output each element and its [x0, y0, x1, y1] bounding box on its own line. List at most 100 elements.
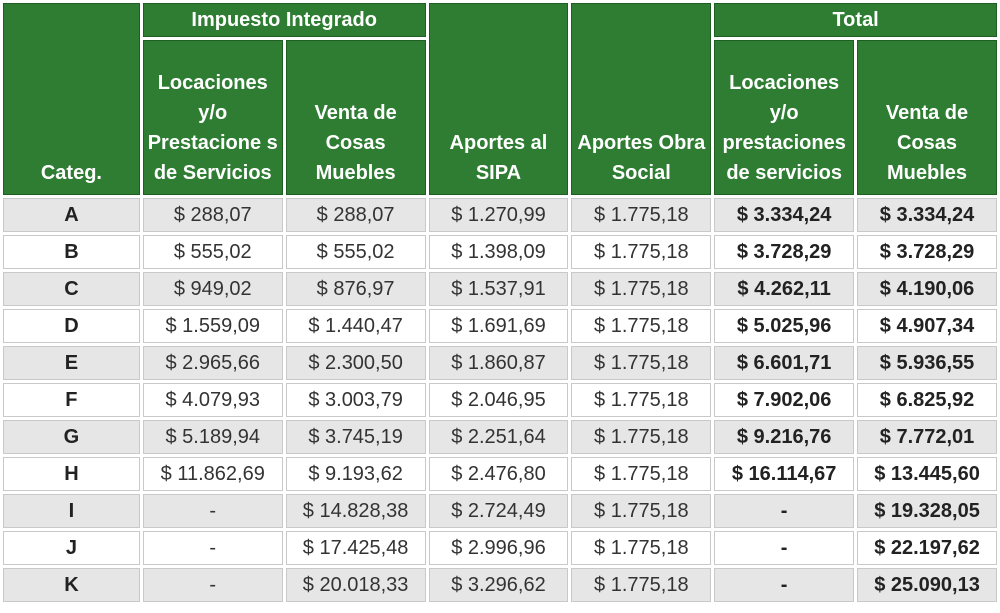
cell-total-locaciones: $ 5.025,96: [714, 309, 855, 343]
cell-total-venta: $ 5.936,55: [857, 346, 997, 380]
cell-aportes-obra-social: $ 1.775,18: [571, 494, 712, 528]
cell-categ: F: [3, 383, 140, 417]
cell-total-venta: $ 3.728,29: [857, 235, 997, 269]
cell-categ: J: [3, 531, 140, 565]
cell-impuesto-locaciones: $ 949,02: [142, 272, 283, 306]
cell-impuesto-venta: $ 3.003,79: [285, 383, 426, 417]
table-body: A $ 288,07 $ 288,07 $ 1.270,99 $ 1.775,18 $ 3…: [3, 198, 997, 602]
cell-aportes-obra-social: $ 1.775,18: [571, 235, 712, 269]
cell-impuesto-locaciones: $ 288,07: [142, 198, 283, 232]
cell-aportes-obra-social: $ 1.775,18: [571, 568, 712, 602]
table-row: B $ 555,02 $ 555,02 $ 1.398,09 $ 1.775,18 $ 3…: [3, 235, 997, 269]
cell-impuesto-venta: $ 2.300,50: [285, 346, 426, 380]
table-row: D $ 1.559,09 $ 1.440,47 $ 1.691,69 $ 1.775,1…: [3, 309, 997, 343]
cell-categ: E: [3, 346, 140, 380]
cell-impuesto-locaciones: $ 4.079,93: [142, 383, 283, 417]
cell-total-venta: $ 25.090,13: [857, 568, 997, 602]
cell-aportes-obra-social: $ 1.775,18: [571, 420, 712, 454]
cell-categ: H: [3, 457, 140, 491]
table-row: F $ 4.079,93 $ 3.003,79 $ 2.046,95 $ 1.775,1…: [3, 383, 997, 417]
cell-impuesto-venta: $ 9.193,62: [285, 457, 426, 491]
cell-total-locaciones: $ 16.114,67: [714, 457, 855, 491]
cell-aportes-sipa: $ 2.251,64: [428, 420, 569, 454]
cell-categ: B: [3, 235, 140, 269]
table-row: E $ 2.965,66 $ 2.300,50 $ 1.860,87 $ 1.775,1…: [3, 346, 997, 380]
cell-aportes-sipa: $ 1.398,09: [428, 235, 569, 269]
table-row: H $ 11.862,69 $ 9.193,62 $ 2.476,80 $ 1.775,…: [3, 457, 997, 491]
table-row: G $ 5.189,94 $ 3.745,19 $ 2.251,64 $ 1.775,1…: [3, 420, 997, 454]
cell-categ: D: [3, 309, 140, 343]
cell-total-venta: $ 22.197,62: [857, 531, 997, 565]
cell-aportes-obra-social: $ 1.775,18: [571, 531, 712, 565]
header-row-sub: Locaciones y/o Prestacione s de Servicio…: [3, 40, 997, 195]
header-impuesto-venta: Venta de Cosas Muebles: [285, 40, 426, 195]
cell-impuesto-locaciones: $ 555,02: [142, 235, 283, 269]
cell-categ: A: [3, 198, 140, 232]
cell-aportes-sipa: $ 1.270,99: [428, 198, 569, 232]
header-aportes-sipa: Aportes al SIPA: [428, 3, 569, 195]
cell-total-locaciones: $ 9.216,76: [714, 420, 855, 454]
cell-aportes-obra-social: $ 1.775,18: [571, 346, 712, 380]
cell-aportes-sipa: $ 3.296,62: [428, 568, 569, 602]
table-row: A $ 288,07 $ 288,07 $ 1.270,99 $ 1.775,18 $ 3…: [3, 198, 997, 232]
header-impuesto-integrado: Impuesto Integrado: [142, 3, 426, 37]
cell-impuesto-venta: $ 876,97: [285, 272, 426, 306]
cell-aportes-obra-social: $ 1.775,18: [571, 457, 712, 491]
cell-impuesto-venta: $ 555,02: [285, 235, 426, 269]
cell-impuesto-locaciones: -: [142, 568, 283, 602]
cell-total-venta: $ 6.825,92: [857, 383, 997, 417]
cell-categ: G: [3, 420, 140, 454]
table-header: Categ. Impuesto Integrado Aportes al SIP…: [3, 3, 997, 195]
header-categ: Categ.: [3, 3, 140, 195]
cell-impuesto-venta: $ 20.018,33: [285, 568, 426, 602]
cell-categ: C: [3, 272, 140, 306]
cell-aportes-sipa: $ 1.691,69: [428, 309, 569, 343]
header-total-venta: Venta de Cosas Muebles: [857, 40, 997, 195]
cell-impuesto-venta: $ 17.425,48: [285, 531, 426, 565]
cell-total-locaciones: -: [714, 531, 855, 565]
table-row: J - $ 17.425,48 $ 2.996,96 $ 1.775,18- $ 22.1…: [3, 531, 997, 565]
cell-total-locaciones: $ 4.262,11: [714, 272, 855, 306]
cell-total-locaciones: -: [714, 568, 855, 602]
cell-impuesto-venta: $ 1.440,47: [285, 309, 426, 343]
cell-total-locaciones: $ 3.334,24: [714, 198, 855, 232]
cell-impuesto-venta: $ 3.745,19: [285, 420, 426, 454]
cell-total-locaciones: $ 3.728,29: [714, 235, 855, 269]
cell-impuesto-locaciones: -: [142, 494, 283, 528]
cell-aportes-obra-social: $ 1.775,18: [571, 309, 712, 343]
table-row: K - $ 20.018,33 $ 3.296,62 $ 1.775,18- $ 25.0…: [3, 568, 997, 602]
cell-aportes-sipa: $ 2.724,49: [428, 494, 569, 528]
cell-total-locaciones: $ 7.902,06: [714, 383, 855, 417]
header-impuesto-locaciones: Locaciones y/o Prestacione s de Servicio…: [142, 40, 283, 195]
cell-impuesto-locaciones: $ 5.189,94: [142, 420, 283, 454]
cell-total-venta: $ 3.334,24: [857, 198, 997, 232]
cell-impuesto-locaciones: -: [142, 531, 283, 565]
header-total-locaciones: Locaciones y/o prestaciones de servicios: [714, 40, 855, 195]
cell-aportes-obra-social: $ 1.775,18: [571, 383, 712, 417]
cell-total-venta: $ 4.907,34: [857, 309, 997, 343]
cell-total-locaciones: $ 6.601,71: [714, 346, 855, 380]
cell-total-venta: $ 7.772,01: [857, 420, 997, 454]
cell-aportes-sipa: $ 1.537,91: [428, 272, 569, 306]
cell-total-venta: $ 4.190,06: [857, 272, 997, 306]
cell-impuesto-venta: $ 288,07: [285, 198, 426, 232]
table-row: I - $ 14.828,38 $ 2.724,49 $ 1.775,18- $ 19.3…: [3, 494, 997, 528]
header-row-groups: Categ. Impuesto Integrado Aportes al SIP…: [3, 3, 997, 195]
cell-impuesto-locaciones: $ 2.965,66: [142, 346, 283, 380]
header-total: Total: [714, 3, 997, 37]
table-row: C $ 949,02 $ 876,97 $ 1.537,91 $ 1.775,18 $ 4…: [3, 272, 997, 306]
cell-aportes-obra-social: $ 1.775,18: [571, 198, 712, 232]
cell-total-venta: $ 19.328,05: [857, 494, 997, 528]
cell-aportes-sipa: $ 1.860,87: [428, 346, 569, 380]
cell-categ: K: [3, 568, 140, 602]
cell-impuesto-locaciones: $ 1.559,09: [142, 309, 283, 343]
header-aportes-obra-social: Aportes Obra Social: [571, 3, 712, 195]
cell-total-venta: $ 13.445,60: [857, 457, 997, 491]
cell-aportes-sipa: $ 2.476,80: [428, 457, 569, 491]
cell-impuesto-locaciones: $ 11.862,69: [142, 457, 283, 491]
cell-aportes-obra-social: $ 1.775,18: [571, 272, 712, 306]
cell-total-locaciones: -: [714, 494, 855, 528]
cell-aportes-sipa: $ 2.996,96: [428, 531, 569, 565]
cell-categ: I: [3, 494, 140, 528]
